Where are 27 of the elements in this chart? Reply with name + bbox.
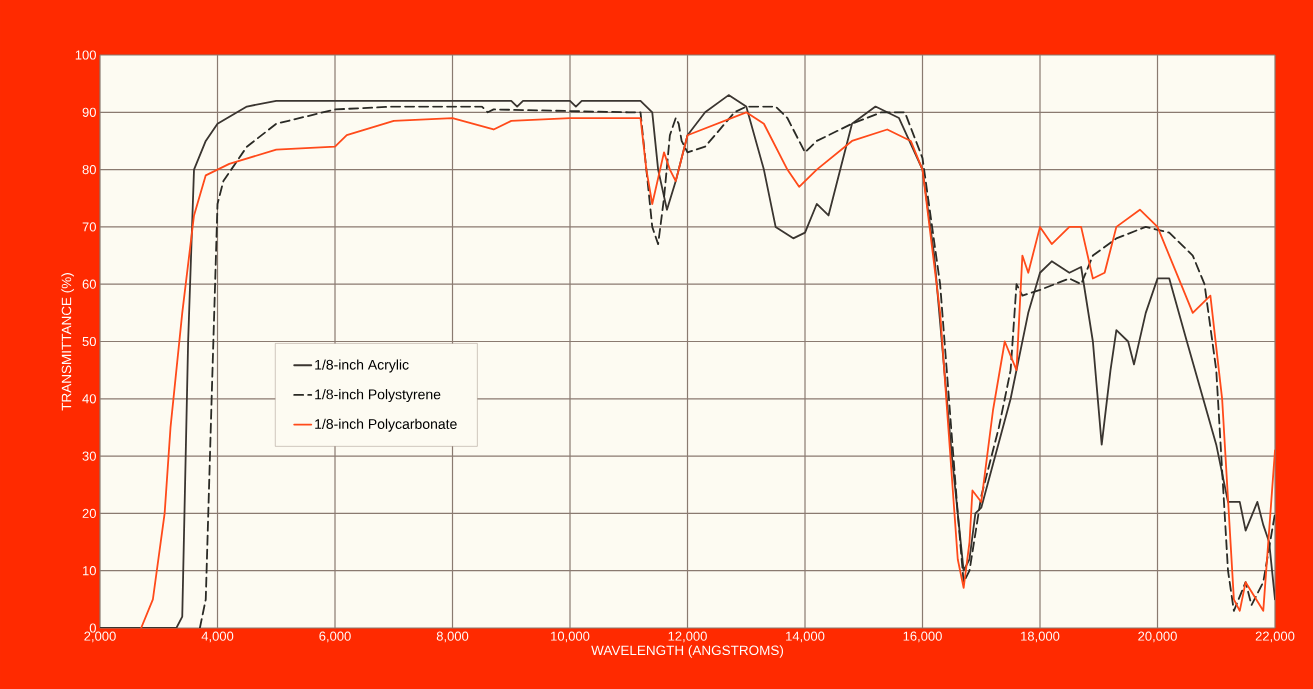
y-tick-label: 60 [82,279,96,289]
x-tick-label: 2,000 [84,631,116,643]
x-tick-label: 18,000 [1021,631,1060,643]
legend-label: 1/8-inch Polystyrene [315,389,441,403]
x-tick-label: 22,000 [1255,631,1295,643]
y-tick-label: 50 [82,336,96,347]
x-tick-label: 4,000 [201,631,234,643]
x-tick-label: 12,000 [668,631,707,643]
legend-label: 1/8-inch Polycarbonate [315,418,457,432]
legend-label: 1/8-inch Acrylic [315,359,409,373]
y-axis-title: TRANSMITTANCE (%) [61,273,74,411]
x-tick-label: 6,000 [319,631,351,643]
x-tick-label: 14,000 [786,631,825,643]
y-tick-label: 0 [89,623,96,633]
y-tick-label: 20 [82,508,96,518]
x-tick-label: 16,000 [903,631,942,643]
y-tick-label: 90 [82,107,96,117]
x-tick-label: 8,000 [436,631,469,643]
x-tick-label: 20,000 [1138,631,1177,643]
y-tick-label: 100 [75,50,96,60]
y-tick-label: 40 [82,394,96,404]
y-tick-label: 30 [82,451,96,461]
y-tick-label: 70 [82,222,96,232]
y-tick-label: 10 [83,566,96,576]
x-tick-label: 10,000 [551,631,590,643]
y-tick-label: 80 [82,164,96,175]
x-axis-title: WAVELENGTH (ANGSTROMS) [591,645,784,658]
